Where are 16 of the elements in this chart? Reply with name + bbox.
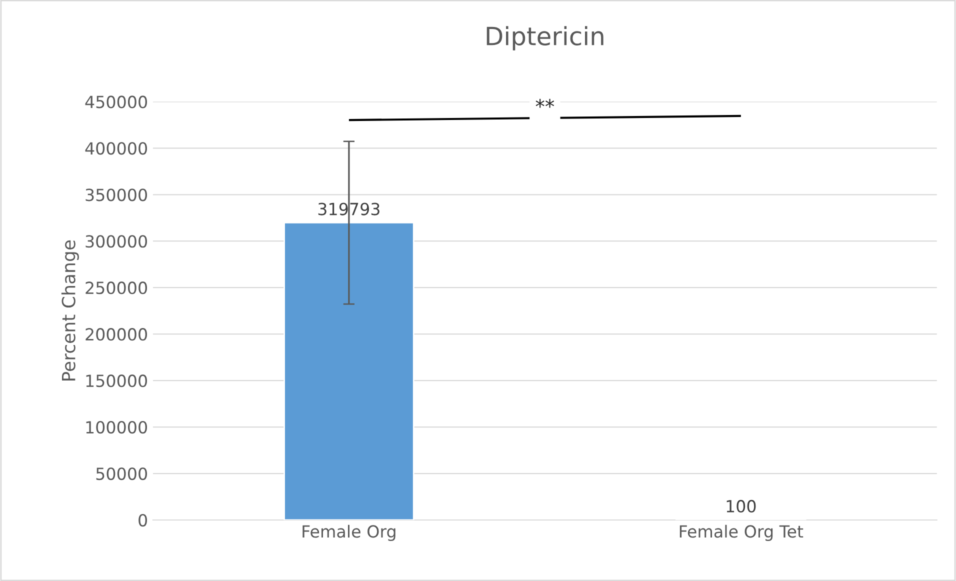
data-label: 100 bbox=[726, 500, 756, 513]
y-tick-label: 400000 bbox=[85, 142, 147, 155]
chart-title: Diptericin bbox=[486, 26, 604, 50]
y-tick-label: 450000 bbox=[85, 96, 147, 108]
y-tick-label: 250000 bbox=[86, 282, 147, 294]
y-tick-label: 0 bbox=[138, 514, 147, 527]
x-tick-label: Female Org Tet bbox=[680, 524, 804, 541]
x-tick-label: Female Org bbox=[302, 524, 396, 541]
y-tick-label: 100000 bbox=[86, 420, 147, 434]
y-tick-label: 200000 bbox=[86, 328, 147, 341]
y-tick-label: 50000 bbox=[96, 467, 147, 480]
annotation: ** bbox=[536, 98, 554, 108]
y-tick-label: 300000 bbox=[86, 235, 147, 248]
y-axis-title: Percent Change bbox=[61, 240, 79, 380]
y-tick-label: 350000 bbox=[86, 188, 147, 202]
y-tick-label: 150000 bbox=[86, 374, 147, 388]
